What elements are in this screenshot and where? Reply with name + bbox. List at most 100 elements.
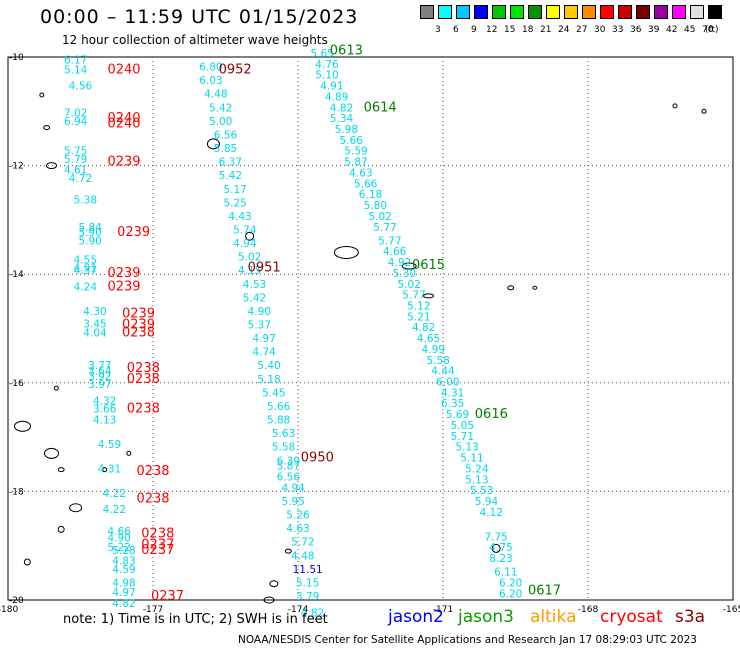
- wave-height-value: 5.42: [209, 102, 232, 114]
- island-outline: [206, 138, 220, 150]
- colorbar-swatch: [618, 5, 632, 19]
- wave-height-value: 6.56: [277, 472, 301, 484]
- colorbar-label: 30: [594, 25, 606, 35]
- island-outline: [46, 162, 57, 170]
- colorbar-label: 45: [684, 25, 696, 35]
- lon-tick-label: -165: [723, 605, 740, 615]
- wave-height-value: 5.69: [446, 409, 469, 421]
- colorbar-label: 33: [612, 25, 624, 35]
- colorbar-swatch: [510, 5, 524, 19]
- wave-height-value: 5.30: [393, 268, 416, 280]
- wave-height-value: 5.66: [354, 178, 378, 190]
- track-values: 6.175.14 4.56 7.026.94 5.755.794.614.72 5.38…: [64, 48, 522, 619]
- wave-height-value: 3.97: [88, 379, 111, 391]
- colorbar-unit: (ft): [705, 25, 719, 35]
- wave-height-value: 6.94: [64, 116, 88, 128]
- wave-height-value: 5.77: [373, 222, 396, 234]
- wave-height-value: 4.31: [98, 463, 121, 475]
- island-outline: [701, 108, 707, 114]
- wave-height-value: 5.63: [272, 428, 295, 440]
- island-outline: [423, 293, 434, 299]
- colorbar-swatch: [690, 5, 704, 19]
- wave-height-value: 5.11: [460, 453, 483, 465]
- wave-height-value: 4.92: [388, 257, 411, 269]
- pass-time-label: 0239: [117, 225, 150, 240]
- pass-time-label: 0613: [330, 43, 363, 58]
- pass-time-label: 0239: [122, 318, 155, 333]
- wave-height-value: 3.92: [88, 371, 111, 383]
- wave-height-value: 4.97: [252, 333, 275, 345]
- colorbar-swatch: [438, 5, 452, 19]
- legend-s3a: s3a: [675, 607, 706, 627]
- wave-height-value: 5.12: [407, 300, 430, 312]
- lat-tick-label: -12: [9, 162, 24, 172]
- legend-jason3: jason3: [458, 607, 514, 627]
- wave-height-value: 4.98: [112, 577, 135, 589]
- wave-height-value: 5.59: [344, 146, 367, 158]
- pass-time-label: 0238: [136, 464, 169, 479]
- lon-tick-label: -171: [433, 605, 453, 615]
- wave-height-value: 4.55: [74, 254, 97, 266]
- wave-height-value: 5.24: [465, 463, 489, 475]
- wave-height-value: 4.91: [320, 81, 343, 93]
- pass-time-label: 0239: [107, 155, 140, 170]
- wave-height-value: 5.66: [339, 135, 363, 147]
- pass-time-label: 0240: [107, 117, 140, 132]
- wave-height-value: 4.53: [243, 279, 266, 291]
- wave-height-value: 11.51: [293, 564, 323, 576]
- wave-height-value: 5.02: [238, 252, 261, 264]
- wave-height-value: 4.04: [83, 328, 107, 340]
- wave-height-value: 8.23: [489, 553, 512, 565]
- wave-height-value: 5.37: [248, 320, 271, 332]
- lat-tick-label: -16: [9, 379, 24, 389]
- wave-height-value: 5.80: [364, 200, 387, 212]
- wave-height-value: 5.84: [78, 222, 102, 234]
- credit-line: NOAA/NESDIS Center for Satellite Applica…: [238, 634, 697, 646]
- pass-time-label: 0237: [141, 537, 174, 552]
- wave-height-value: 4.59: [98, 439, 121, 451]
- island-outlines: [14, 92, 707, 604]
- wave-height-value: 5.75: [64, 146, 87, 158]
- wave-height-value: 4.82: [301, 607, 324, 619]
- wave-height-value: 4.91: [74, 262, 97, 274]
- colorbar-swatch: [672, 5, 686, 19]
- island-outline: [333, 245, 359, 259]
- wave-height-value: 4.22: [103, 504, 126, 516]
- pass-time-label: 0951: [248, 260, 281, 275]
- wave-height-value: 4.43: [228, 211, 251, 223]
- colorbar-label: 21: [540, 25, 552, 35]
- wave-height-value: 4.99: [422, 344, 445, 356]
- wave-height-value: 5.77: [378, 235, 401, 247]
- wave-height-value: 5.74: [233, 224, 257, 236]
- island-outline: [672, 103, 678, 109]
- wave-height-value: 4.75: [489, 542, 512, 554]
- wave-height-value: 5.34: [330, 113, 354, 125]
- pass-time-label: 0238: [136, 491, 169, 506]
- wave-height-value: 5.13: [465, 474, 488, 486]
- wave-height-value: 6.20: [499, 588, 522, 600]
- colorbar-swatch: [564, 5, 578, 19]
- wave-height-value: 5.88: [267, 415, 290, 427]
- island-outline: [23, 558, 31, 566]
- units-note: note: 1) Time is in UTC; 2) SWH is in fe…: [63, 612, 328, 627]
- wave-height-value: 5.02: [397, 279, 420, 291]
- wave-height-value: 6.56: [214, 129, 238, 141]
- wave-height-value: 4.63: [349, 167, 372, 179]
- island-outline: [43, 125, 51, 131]
- colorbar-label: 24: [558, 25, 570, 35]
- wave-height-value: 5.79: [64, 154, 87, 166]
- pass-time-label: 0238: [122, 326, 155, 341]
- wave-height-value: 5.25: [223, 197, 246, 209]
- wave-height-value: 4.13: [93, 415, 116, 427]
- wave-height-value: 5.87: [344, 157, 367, 169]
- wave-height-value: 6.35: [441, 398, 464, 410]
- map-border: [7, 56, 734, 601]
- colorbar-swatch: [456, 5, 470, 19]
- wave-height-value: 4.30: [83, 306, 106, 318]
- pass-time-label: 0237: [151, 589, 184, 604]
- wave-height-value: 3.79: [296, 591, 319, 603]
- pass-time-label: 0615: [412, 258, 445, 273]
- colorbar-label: 36: [630, 25, 642, 35]
- wave-height-value: 5.65: [310, 48, 333, 60]
